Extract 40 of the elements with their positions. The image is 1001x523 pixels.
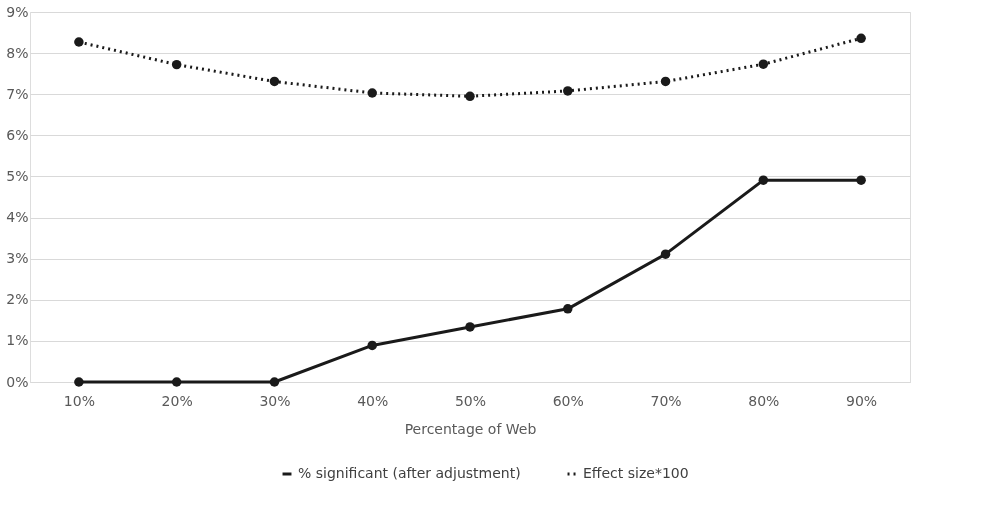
point [563,304,573,314]
x-tick-label: 80% [748,392,780,409]
y-tick-label: 6% [6,126,29,143]
point [660,76,671,87]
x-tick-label: 50% [454,392,487,409]
point [367,340,377,351]
point [465,91,475,102]
point [269,377,280,387]
y-tick-label: 8% [6,44,29,61]
point [171,59,182,70]
point [758,175,769,185]
point [74,377,84,387]
point [269,76,280,87]
point [465,322,475,332]
x-tick-label: 70% [650,392,682,409]
x-tick-label: 10% [63,392,95,409]
point [660,249,671,259]
x-tick-label: 40% [357,392,389,409]
point [563,86,573,96]
y-tick-label: 5% [6,167,29,184]
y-tick-label: 9% [6,3,29,20]
legend-label: Effect size*100 [583,465,689,481]
x-tick-label: 60% [552,392,584,409]
x-tick-label: 20% [161,392,193,409]
y-tick-label: 3% [6,250,29,267]
x-tick-label: 90% [846,392,878,409]
y-tick-label: 0% [6,373,29,390]
x-tick-label: 30% [259,392,291,409]
point [856,175,866,185]
point [856,33,866,44]
y-tick-label: 4% [6,209,29,226]
y-tick-label: 7% [6,85,29,102]
y-tick-label: 2% [6,291,29,308]
point [171,377,182,387]
x-axis-title: Percentage of Web [404,420,537,437]
point [74,37,84,47]
legend-label: % significant (after adjustment) [298,465,521,481]
y-tick-label: 1% [6,332,29,349]
point [367,88,377,98]
point [758,59,769,69]
